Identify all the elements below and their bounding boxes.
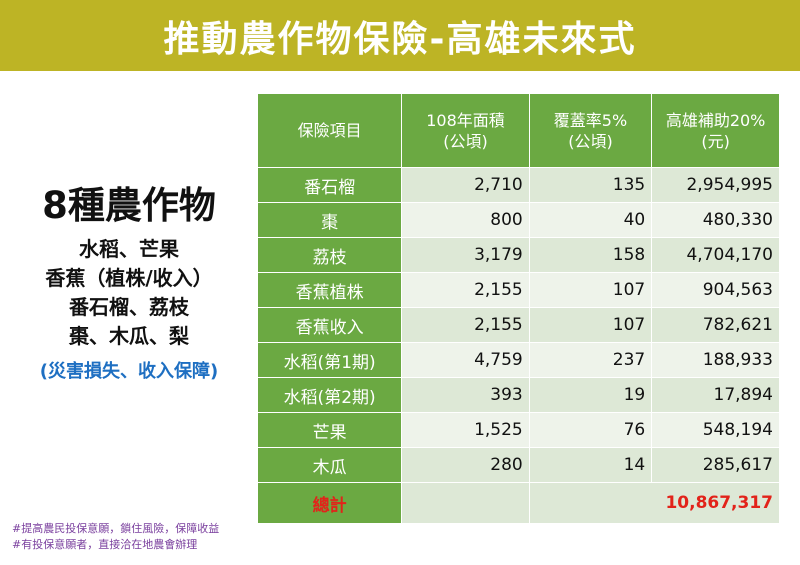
row-subsidy: 285,617 bbox=[652, 448, 780, 483]
row-item: 香蕉植株 bbox=[258, 273, 403, 308]
crop-line: 香蕉（植株/收入） bbox=[45, 266, 213, 290]
table-header-row: 保險項目 108年面積 (公頃) 覆蓋率5% (公頃) 高雄補助20% (元) bbox=[258, 94, 780, 168]
row-coverage: 40 bbox=[529, 203, 653, 238]
row-coverage: 14 bbox=[529, 448, 653, 483]
footnote: #有投保意願者，直接洽在地農會辦理 bbox=[12, 538, 198, 551]
header-coverage: 覆蓋率5% (公頃) bbox=[529, 94, 653, 168]
row-subsidy: 17,894 bbox=[652, 378, 780, 413]
table-row: 香蕉植株 2,155 107 904,563 bbox=[258, 273, 780, 308]
table-row: 棗 800 40 480,330 bbox=[258, 203, 780, 238]
crop-line: 水稻、芒果 bbox=[79, 237, 179, 261]
total-row: 總計 10,867,317 bbox=[258, 483, 780, 524]
insurance-table: 保險項目 108年面積 (公頃) 覆蓋率5% (公頃) 高雄補助20% (元) 番石榴… bbox=[258, 94, 780, 524]
row-item: 木瓜 bbox=[258, 448, 403, 483]
row-area: 800 bbox=[402, 203, 530, 238]
title-banner: 推動農作物保險-高雄未來式 bbox=[0, 0, 800, 71]
table-row: 芒果 1,525 76 548,194 bbox=[258, 413, 780, 448]
row-coverage: 158 bbox=[529, 238, 653, 273]
row-coverage: 76 bbox=[529, 413, 653, 448]
crop-line: 棗、木瓜、梨 bbox=[69, 324, 189, 348]
row-subsidy: 2,954,995 bbox=[652, 168, 780, 203]
footnote: #提高農民投保意願，鎖住風險，保障收益 bbox=[12, 522, 220, 535]
table-row: 荔枝 3,179 158 4,704,170 bbox=[258, 238, 780, 273]
row-item: 芒果 bbox=[258, 413, 403, 448]
row-item: 水稻(第2期) bbox=[258, 378, 403, 413]
footnotes: #提高農民投保意願，鎖住風險，保障收益 #有投保意願者，直接洽在地農會辦理 bbox=[12, 521, 219, 553]
row-coverage: 135 bbox=[529, 168, 653, 203]
row-area: 2,155 bbox=[402, 308, 530, 343]
row-subsidy: 188,933 bbox=[652, 343, 780, 378]
table-row: 水稻(第2期) 393 19 17,894 bbox=[258, 378, 780, 413]
row-area: 2,155 bbox=[402, 273, 530, 308]
coverage-tagline: (災害損失、收入保障) bbox=[39, 361, 219, 382]
row-area: 393 bbox=[402, 378, 530, 413]
page-title: 推動農作物保險-高雄未來式 bbox=[163, 18, 637, 60]
crop-count-heading: 8種農作物 bbox=[42, 184, 216, 227]
row-subsidy: 904,563 bbox=[652, 273, 780, 308]
table-row: 番石榴 2,710 135 2,954,995 bbox=[258, 168, 780, 203]
total-value: 10,867,317 bbox=[529, 483, 780, 524]
row-item: 棗 bbox=[258, 203, 403, 238]
row-subsidy: 4,704,170 bbox=[652, 238, 780, 273]
table-row: 香蕉收入 2,155 107 782,621 bbox=[258, 308, 780, 343]
row-subsidy: 480,330 bbox=[652, 203, 780, 238]
row-area: 2,710 bbox=[402, 168, 530, 203]
row-subsidy: 548,194 bbox=[652, 413, 780, 448]
row-area: 280 bbox=[402, 448, 530, 483]
row-coverage: 107 bbox=[529, 308, 653, 343]
total-blank-cell bbox=[402, 483, 530, 524]
row-area: 3,179 bbox=[402, 238, 530, 273]
row-item: 番石榴 bbox=[258, 168, 403, 203]
row-item: 荔枝 bbox=[258, 238, 403, 273]
crop-summary: 8種農作物 水稻、芒果 香蕉（植株/收入） 番石榴、荔枝 棗、木瓜、梨 (災害損… bbox=[0, 175, 258, 383]
row-coverage: 19 bbox=[529, 378, 653, 413]
table-row: 木瓜 280 14 285,617 bbox=[258, 448, 780, 483]
table-row: 水稻(第1期) 4,759 237 188,933 bbox=[258, 343, 780, 378]
row-item: 香蕉收入 bbox=[258, 308, 403, 343]
header-area: 108年面積 (公頃) bbox=[402, 94, 530, 168]
row-item: 水稻(第1期) bbox=[258, 343, 403, 378]
total-label: 總計 bbox=[258, 483, 403, 524]
row-coverage: 107 bbox=[529, 273, 653, 308]
row-area: 4,759 bbox=[402, 343, 530, 378]
crop-line: 番石榴、荔枝 bbox=[69, 295, 189, 319]
row-area: 1,525 bbox=[402, 413, 530, 448]
header-item: 保險項目 bbox=[258, 94, 403, 168]
header-subsidy: 高雄補助20% (元) bbox=[652, 94, 780, 168]
row-coverage: 237 bbox=[529, 343, 653, 378]
row-subsidy: 782,621 bbox=[652, 308, 780, 343]
